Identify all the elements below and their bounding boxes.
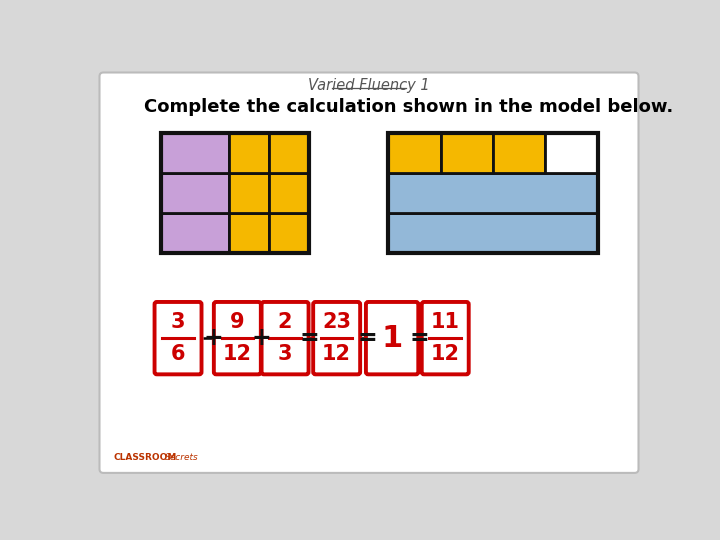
FancyBboxPatch shape (261, 302, 309, 374)
Text: 1: 1 (382, 323, 402, 353)
Text: 3: 3 (278, 345, 292, 364)
Bar (229, 213, 269, 253)
Text: +: + (251, 326, 271, 350)
FancyBboxPatch shape (214, 302, 261, 374)
Bar (388, 213, 598, 253)
FancyBboxPatch shape (366, 302, 418, 374)
Text: 3: 3 (171, 312, 185, 332)
Bar (441, 133, 493, 173)
Text: 9: 9 (230, 312, 245, 332)
FancyBboxPatch shape (99, 72, 639, 473)
Text: 12: 12 (322, 345, 351, 364)
Text: Varied Fluency 1: Varied Fluency 1 (308, 78, 430, 93)
Bar (229, 133, 269, 173)
Text: CLASSROOM: CLASSROOM (113, 453, 176, 462)
Bar (388, 133, 441, 173)
Bar (269, 213, 309, 253)
Bar (229, 173, 269, 213)
Bar (545, 133, 598, 173)
Bar (269, 173, 309, 213)
Text: Complete the calculation shown in the model below.: Complete the calculation shown in the mo… (144, 98, 673, 116)
Bar (493, 133, 545, 173)
Text: 12: 12 (222, 345, 252, 364)
Bar (161, 173, 229, 213)
Bar (161, 213, 229, 253)
Text: 11: 11 (431, 312, 460, 332)
Text: =: = (409, 326, 429, 350)
Text: 23: 23 (322, 312, 351, 332)
Text: Secrets: Secrets (165, 453, 199, 462)
Bar (161, 133, 229, 173)
Text: =: = (358, 326, 377, 350)
FancyBboxPatch shape (422, 302, 469, 374)
Bar (388, 133, 598, 253)
Text: 2: 2 (278, 312, 292, 332)
Text: 6: 6 (171, 345, 185, 364)
Bar (388, 173, 598, 213)
Text: =: = (300, 326, 320, 350)
Text: 12: 12 (431, 345, 460, 364)
FancyBboxPatch shape (155, 302, 202, 374)
Text: +: + (204, 326, 223, 350)
Bar (161, 133, 309, 253)
Bar (269, 133, 309, 173)
FancyBboxPatch shape (313, 302, 360, 374)
